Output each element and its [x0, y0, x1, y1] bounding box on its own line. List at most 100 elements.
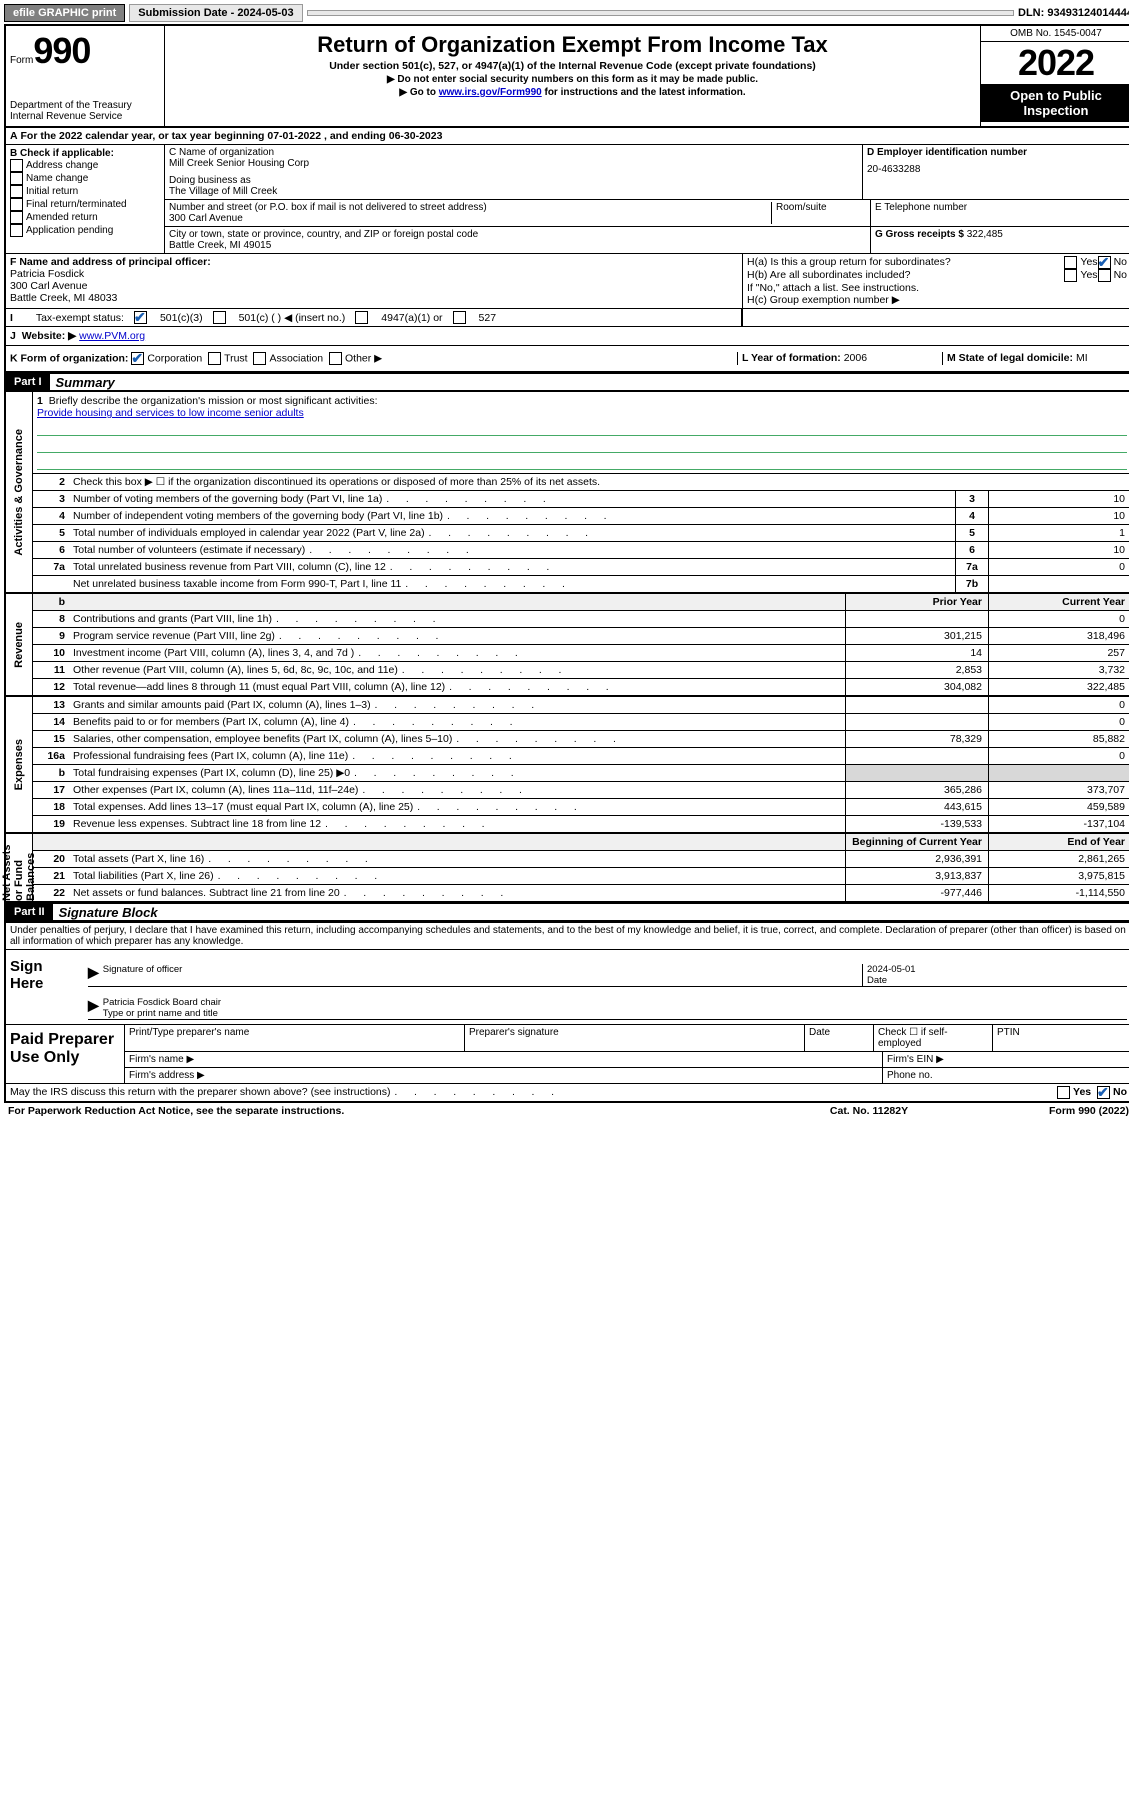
cb-other[interactable] — [329, 352, 342, 365]
cb-initial-return[interactable] — [10, 185, 23, 198]
cb-corp[interactable] — [131, 352, 144, 365]
ln-prior: 365,286 — [845, 782, 988, 798]
cb-4947[interactable] — [355, 311, 368, 324]
paid-c2: Preparer's signature — [465, 1025, 805, 1051]
website-link[interactable]: www.PVM.org — [79, 330, 145, 342]
discuss-yes: Yes — [1073, 1086, 1091, 1099]
ln-num: 16a — [33, 748, 69, 764]
part2-header: Part II Signature Block — [4, 903, 1129, 922]
dept-treasury: Department of the Treasury — [10, 100, 160, 111]
ln-text: Total liabilities (Part X, line 26) — [69, 868, 845, 884]
ln-current: 3,975,815 — [988, 868, 1129, 884]
paid-c1: Print/Type preparer's name — [125, 1025, 465, 1051]
ln-text: Program service revenue (Part VIII, line… — [69, 628, 845, 644]
ln-num: b — [33, 765, 69, 781]
form-title: Return of Organization Exempt From Incom… — [169, 32, 976, 58]
ln-num: 11 — [33, 662, 69, 678]
hb2-label: If "No," attach a list. See instructions… — [747, 282, 1127, 294]
j-label: Website: ▶ — [22, 330, 77, 342]
instr2-post: for instructions and the latest informat… — [542, 87, 746, 98]
mission-a[interactable]: Provide housing and services to low inco… — [37, 407, 304, 419]
cb-ha-no[interactable] — [1098, 256, 1111, 269]
ha-label: H(a) Is this a group return for subordin… — [747, 256, 1064, 269]
ln-prior: 304,082 — [845, 679, 988, 695]
firm-addr-label: Firm's address ▶ — [125, 1068, 883, 1083]
ln-text: Net unrelated business taxable income fr… — [69, 576, 955, 592]
cb-hb-yes[interactable] — [1064, 269, 1077, 282]
sign-here-label: Sign Here — [6, 950, 84, 1024]
irs-link[interactable]: www.irs.gov/Form990 — [439, 87, 542, 98]
cb-address-change[interactable] — [10, 159, 23, 172]
sig-name: Patricia Fosdick Board chair — [103, 997, 221, 1008]
lbl-app-pending: Application pending — [26, 225, 113, 236]
ln-current: -1,114,550 — [988, 885, 1129, 901]
cb-name-change[interactable] — [10, 172, 23, 185]
ln-current: 257 — [988, 645, 1129, 661]
hb-yes: Yes — [1080, 269, 1097, 282]
cb-amended[interactable] — [10, 211, 23, 224]
cb-hb-no[interactable] — [1098, 269, 1111, 282]
cb-501c3[interactable] — [134, 311, 147, 324]
ln-current: 0 — [988, 748, 1129, 764]
efile-button[interactable]: efile GRAPHIC print — [4, 4, 125, 22]
k-label: K Form of organization: — [10, 352, 128, 364]
paid-c4: Check ☐ if self-employed — [874, 1025, 993, 1051]
lbl-initial-return: Initial return — [26, 186, 78, 197]
i-label: Tax-exempt status: — [36, 312, 124, 324]
mission-q: Briefly describe the organization's miss… — [49, 395, 378, 407]
ha-no: No — [1114, 256, 1127, 269]
pra-notice: For Paperwork Reduction Act Notice, see … — [8, 1105, 769, 1117]
k-corp: Corporation — [147, 352, 202, 364]
ln-prior — [845, 611, 988, 627]
hb-no: No — [1114, 269, 1127, 282]
ln-text: Total expenses. Add lines 13–17 (must eq… — [69, 799, 845, 815]
discuss-no: No — [1113, 1086, 1127, 1099]
instruction-1: ▶ Do not enter social security numbers o… — [169, 74, 976, 85]
addr-value: 300 Carl Avenue — [169, 213, 771, 224]
phone-label: Phone no. — [883, 1068, 1129, 1083]
lbl-amended: Amended return — [26, 212, 98, 223]
cb-discuss-yes[interactable] — [1057, 1086, 1070, 1099]
cb-527[interactable] — [453, 311, 466, 324]
cb-final-return[interactable] — [10, 198, 23, 211]
cb-ha-yes[interactable] — [1064, 256, 1077, 269]
firm-ein-label: Firm's EIN ▶ — [883, 1052, 1129, 1067]
cb-501c[interactable] — [213, 311, 226, 324]
ln-box: 5 — [955, 525, 988, 541]
e-label: E Telephone number — [875, 202, 1127, 213]
c-name: Mill Creek Senior Housing Corp — [169, 158, 858, 169]
ln-num — [33, 576, 69, 592]
cat-number: Cat. No. 11282Y — [769, 1105, 969, 1117]
row-a: A For the 2022 calendar year, or tax yea… — [6, 128, 1129, 145]
instr2-pre: ▶ Go to — [399, 87, 438, 98]
lbl-name-change: Name change — [26, 173, 88, 184]
hb-label: H(b) Are all subordinates included? — [747, 269, 1064, 282]
ln-num: 14 — [33, 714, 69, 730]
ln-num: 6 — [33, 542, 69, 558]
cb-trust[interactable] — [208, 352, 221, 365]
sig-officer-label: Signature of officer — [103, 964, 862, 986]
cb-assoc[interactable] — [253, 352, 266, 365]
ln-prior: 301,215 — [845, 628, 988, 644]
ln-prior: 2,853 — [845, 662, 988, 678]
lbl-final-return: Final return/terminated — [26, 199, 127, 210]
l-value: 2006 — [844, 352, 867, 364]
ln-val: 0 — [988, 559, 1129, 575]
ln-prior: -139,533 — [845, 816, 988, 832]
dba-value: The Village of Mill Creek — [169, 186, 858, 197]
cb-app-pending[interactable] — [10, 224, 23, 237]
dba-label: Doing business as — [169, 175, 858, 186]
tab-revenue: Revenue — [13, 622, 25, 668]
cb-discuss-no[interactable] — [1097, 1086, 1110, 1099]
part2-badge: Part II — [6, 904, 53, 920]
ln-prior — [845, 765, 988, 781]
ln-current: 0 — [988, 697, 1129, 713]
ln-text: Other expenses (Part IX, column (A), lin… — [69, 782, 845, 798]
ln-text: Total number of volunteers (estimate if … — [69, 542, 955, 558]
b-header: B Check if applicable: — [10, 148, 160, 159]
ln-box: 4 — [955, 508, 988, 524]
ln-num: 5 — [33, 525, 69, 541]
tab-net-assets: Net Assets or Fund Balances — [1, 834, 37, 901]
ln-prior: 14 — [845, 645, 988, 661]
city-label: City or town, state or province, country… — [169, 229, 866, 240]
